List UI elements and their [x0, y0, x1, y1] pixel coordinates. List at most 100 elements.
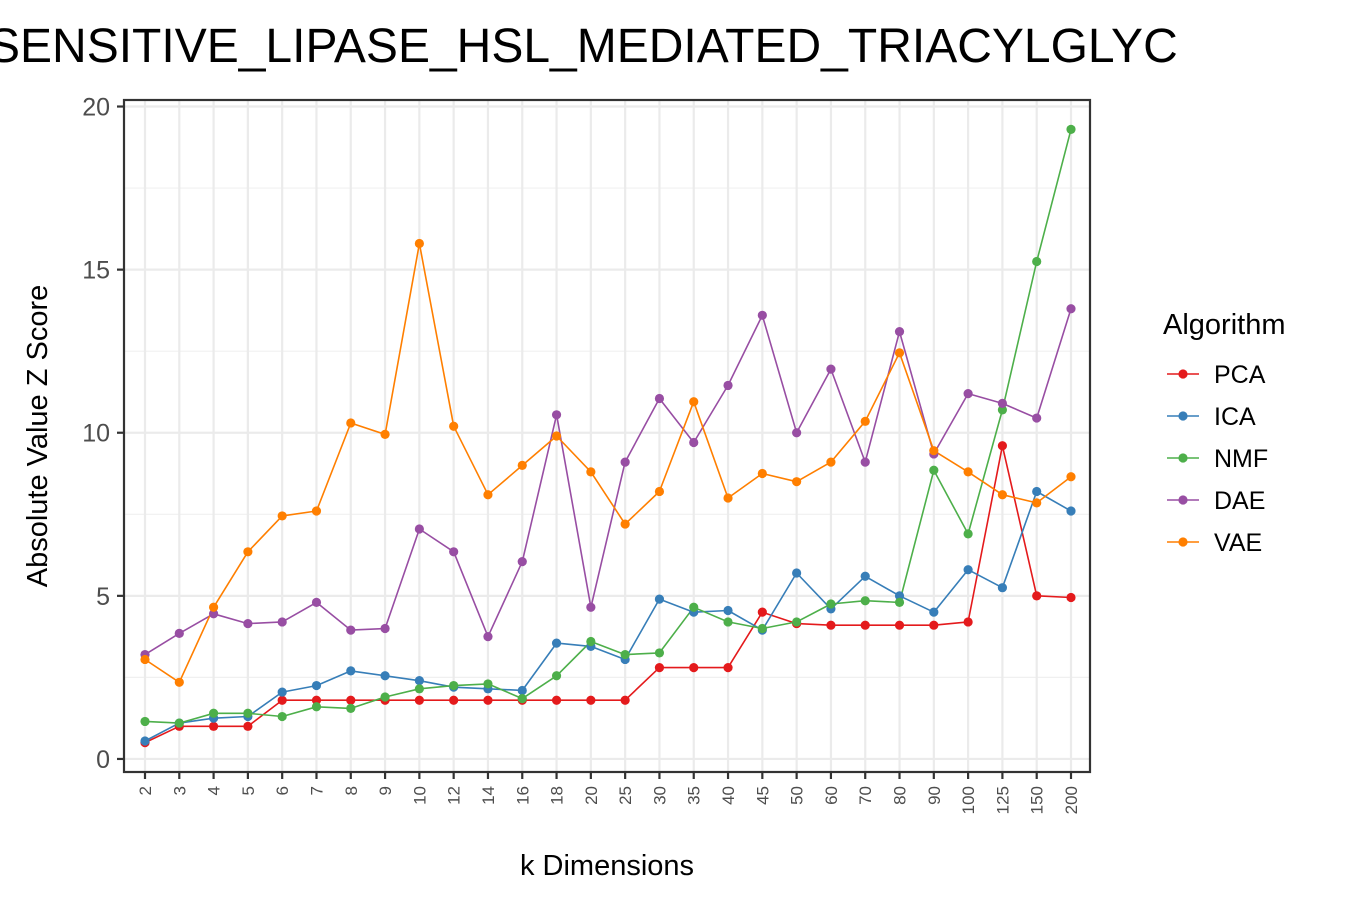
data-point-pca: [483, 695, 493, 705]
x-tick-label: 18: [548, 786, 567, 805]
data-point-dae: [243, 618, 253, 629]
data-point-nmf: [620, 649, 630, 660]
data-point-nmf: [517, 694, 527, 704]
x-tick-label: 6: [273, 786, 292, 795]
data-point-pca: [654, 663, 665, 673]
data-point-vae: [243, 547, 253, 557]
data-point-dae: [277, 617, 287, 627]
y-tick-label: 0: [96, 746, 110, 774]
x-tick-label: 125: [993, 786, 1012, 814]
series-line-vae: [144, 242, 1072, 684]
data-point-ica: [140, 736, 150, 746]
data-point-nmf: [380, 692, 390, 702]
x-tick-label: 35: [685, 786, 704, 805]
legend-key-point: [1178, 537, 1188, 547]
x-tick-label: 8: [342, 786, 361, 795]
data-point-nmf: [208, 708, 219, 718]
legend-label: NMF: [1214, 445, 1268, 473]
data-point-dae: [311, 597, 322, 607]
data-point-pca: [894, 620, 905, 630]
data-point-pca: [551, 695, 562, 705]
plot-border: [122, 98, 1092, 774]
x-tick-label: 7: [307, 786, 326, 795]
data-point-vae: [414, 238, 424, 249]
data-point-vae: [277, 511, 287, 521]
data-point-nmf: [277, 711, 287, 722]
data-point-vae: [208, 602, 219, 612]
data-point-vae: [894, 348, 905, 358]
data-point-vae: [997, 490, 1008, 500]
x-tick-label: 50: [788, 786, 807, 805]
data-point-vae: [311, 506, 322, 516]
data-point-pca: [449, 695, 459, 705]
data-point-ica: [551, 638, 562, 648]
data-point-ica: [311, 680, 322, 691]
data-point-dae: [414, 524, 424, 534]
data-point-dae: [586, 602, 596, 612]
data-point-dae: [174, 628, 184, 638]
data-point-ica: [346, 666, 356, 676]
data-point-nmf: [894, 597, 905, 607]
data-point-vae: [757, 468, 767, 479]
data-point-vae: [963, 467, 973, 477]
data-point-pca: [997, 441, 1008, 451]
series-line-pca: [144, 444, 1072, 744]
data-point-pca: [208, 721, 219, 731]
data-point-nmf: [654, 648, 665, 658]
data-point-vae: [483, 490, 493, 500]
data-point-nmf: [449, 680, 459, 691]
data-point-ica: [963, 565, 973, 575]
data-point-dae: [346, 625, 356, 635]
data-point-vae: [929, 446, 939, 456]
x-tick-label: 16: [513, 786, 532, 805]
data-point-vae: [860, 416, 870, 426]
series-line-nmf: [144, 129, 1072, 724]
data-point-dae: [449, 547, 459, 557]
data-point-pca: [723, 663, 733, 673]
x-tick-label: 20: [582, 786, 601, 805]
data-point-nmf: [414, 684, 424, 694]
data-point-nmf: [586, 636, 596, 647]
data-point-dae: [997, 398, 1008, 408]
data-point-nmf: [346, 703, 356, 713]
data-point-dae: [620, 457, 630, 467]
series-points: [140, 124, 1076, 748]
legend-label: PCA: [1214, 361, 1266, 389]
data-point-pca: [346, 695, 356, 705]
data-point-dae: [826, 364, 836, 374]
data-point-vae: [620, 519, 630, 529]
series-line-ica: [144, 490, 1072, 742]
data-point-ica: [277, 687, 287, 697]
data-point-nmf: [1066, 124, 1076, 134]
x-tick-label: 70: [856, 786, 875, 805]
data-point-pca: [243, 721, 253, 731]
data-point-pca: [1066, 592, 1076, 603]
x-tick-label: 30: [650, 786, 669, 805]
x-tick-label: 60: [822, 786, 841, 805]
data-point-ica: [517, 685, 527, 696]
data-point-vae: [1032, 498, 1042, 508]
series-line-dae: [144, 308, 1072, 656]
data-point-vae: [449, 421, 459, 431]
data-point-ica: [997, 583, 1008, 593]
legend-label: VAE: [1214, 529, 1262, 557]
x-axis: 2 3 4 5 6 7 8 9 10 12 14 16 18 20 25 30 35 40 45 50 60 70 80 90…: [136, 772, 1081, 814]
data-point-vae: [517, 460, 527, 470]
data-point-ica: [723, 605, 733, 616]
legend-key-point: [1178, 369, 1188, 379]
data-point-ica: [860, 571, 870, 581]
data-point-dae: [380, 623, 390, 634]
data-point-pca: [929, 620, 939, 630]
data-point-dae: [860, 457, 870, 467]
data-point-ica: [654, 594, 665, 604]
data-point-vae: [174, 677, 184, 687]
data-point-nmf: [826, 599, 836, 609]
data-point-nmf: [140, 716, 150, 727]
data-point-nmf: [311, 702, 322, 712]
data-point-vae: [723, 493, 733, 503]
x-tick-label: 100: [959, 786, 978, 814]
data-point-nmf: [860, 596, 870, 606]
y-tick-label: 10: [82, 420, 110, 448]
data-point-dae: [689, 437, 699, 448]
